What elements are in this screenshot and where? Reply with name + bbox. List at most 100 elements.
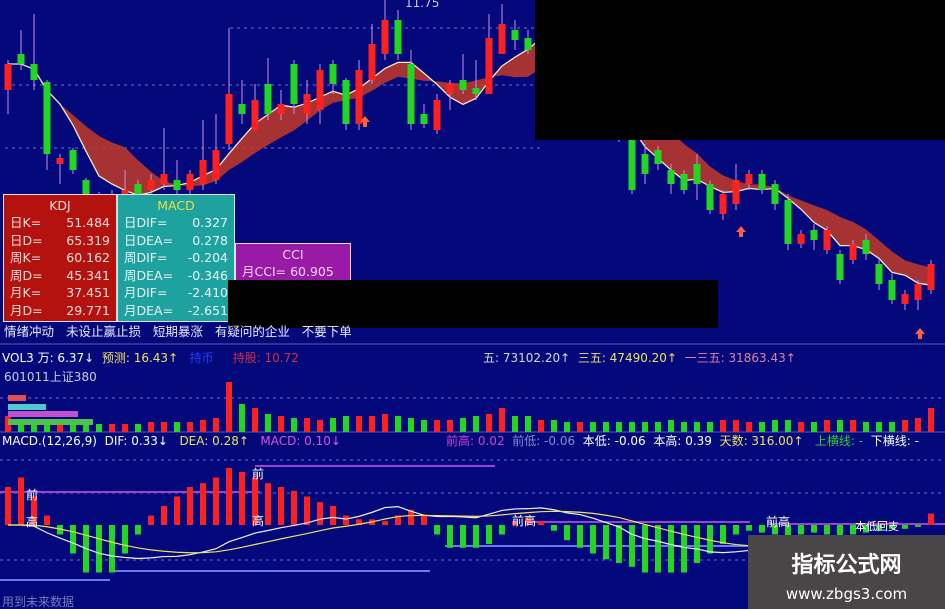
volume-bar	[512, 416, 518, 432]
macd-bar	[668, 525, 674, 573]
macd-info-row: 日DEA= 0.278	[118, 232, 234, 250]
macd-bar	[720, 525, 726, 544]
macd-dea: DEA: 0.28↑	[179, 434, 249, 448]
macd-bar	[811, 525, 817, 533]
candle	[264, 58, 272, 120]
watermark-title: 指标公式网	[791, 553, 902, 578]
redacted-area	[535, 0, 945, 140]
volume-bar	[122, 424, 128, 432]
macd-bar	[785, 525, 791, 537]
upper-line: 上横线: -	[814, 434, 864, 448]
candle	[433, 94, 441, 134]
kdj-value: 37.451	[66, 285, 110, 300]
cci-value: 月CCI= 60.905	[242, 264, 334, 279]
candle-body	[745, 174, 753, 184]
volume-bar	[486, 414, 492, 432]
macd-bar	[447, 525, 453, 548]
volume-bar	[148, 422, 154, 432]
volume-bar	[837, 420, 843, 432]
volume-bar	[83, 424, 89, 432]
macd-info-label: 周DEA=	[124, 267, 174, 283]
candle-body	[771, 184, 779, 204]
price-high-label: 11.75	[405, 0, 440, 10]
candle-body	[823, 230, 831, 250]
candle	[875, 260, 883, 290]
macd-bar	[460, 525, 466, 548]
kdj-label: 月K=	[10, 285, 42, 300]
volume-bar	[343, 416, 349, 432]
volume-bar	[772, 420, 778, 432]
candle-body	[524, 38, 532, 50]
kdj-row: 周D= 45.341	[4, 267, 116, 285]
volume-bar	[252, 408, 258, 432]
volume-bar	[330, 418, 336, 432]
macd-dif: DIF: 0.33↓	[104, 434, 168, 448]
macd-info-row: 周DIF= -0.204	[118, 249, 234, 267]
volume-bar	[525, 416, 531, 432]
macd-bar	[252, 477, 258, 525]
volume-bar	[915, 418, 921, 432]
candle-body	[784, 200, 792, 244]
candle	[459, 54, 467, 94]
candle-body	[836, 254, 844, 280]
candle-body	[901, 294, 909, 304]
macd-bar	[408, 509, 414, 525]
vol-hold-stock: 持股: 10.72	[232, 351, 299, 365]
macd-bar	[824, 525, 830, 535]
candle-body	[407, 64, 415, 124]
kdj-title: KDJ	[49, 198, 71, 213]
macd-bar	[148, 515, 154, 525]
candle-body	[693, 164, 701, 184]
volume-bar	[902, 420, 908, 432]
candle	[472, 60, 480, 100]
signal-arrows	[360, 116, 925, 339]
macd-bar	[291, 490, 297, 525]
candle-body	[680, 174, 688, 190]
candle-body	[17, 54, 25, 64]
macd-bar	[70, 525, 76, 554]
candle	[667, 164, 675, 194]
candle	[927, 260, 935, 294]
macd-info-value: -2.651	[187, 302, 228, 318]
candle	[407, 50, 415, 130]
macd-bar	[239, 471, 245, 525]
candle-body	[927, 264, 935, 290]
macd-info-label: 日DIF=	[124, 215, 168, 230]
macd-bar	[746, 525, 752, 531]
vol-five: 五: 73102.20↑	[483, 351, 571, 365]
macd-info-panel: MACD 日DIF= 0.327 日DEA= 0.278 周DIF= -0.204 周DEA…	[117, 194, 235, 322]
candle	[316, 64, 324, 124]
volume-bar	[291, 418, 297, 432]
kdj-panel: KDJ 日K= 51.484 日D= 65.319 周K= 60.162 周D= 45.341…	[3, 194, 117, 322]
macd-bar	[681, 525, 687, 573]
candle	[901, 290, 909, 310]
candle-body	[433, 100, 441, 130]
future-data-note: 用到未来数据	[2, 595, 75, 609]
macd-mark: 高	[26, 515, 39, 529]
candle-body	[875, 264, 883, 284]
macd-bar	[278, 487, 284, 525]
volume-bar	[96, 424, 102, 432]
macd-bar	[382, 521, 388, 525]
candle	[745, 170, 753, 190]
candle	[732, 164, 740, 210]
volume-bar	[928, 408, 934, 432]
vol-hold-cash: 持币	[189, 351, 214, 365]
volume-bar	[70, 424, 76, 432]
macd-bar	[616, 525, 622, 563]
volume-bar	[824, 420, 830, 432]
candle-body	[368, 44, 376, 80]
volume-bar	[421, 420, 427, 432]
candle-body	[134, 184, 142, 194]
candle	[914, 280, 922, 310]
candle-body	[160, 174, 168, 184]
volume-bar	[811, 422, 817, 432]
candle-body	[628, 140, 636, 190]
candle-body	[251, 100, 259, 130]
candle-body	[212, 150, 220, 180]
macd-bar	[31, 496, 37, 525]
candle-body	[199, 160, 207, 184]
macd-info-value: 0.327	[192, 215, 228, 230]
macd-bar	[876, 525, 882, 531]
